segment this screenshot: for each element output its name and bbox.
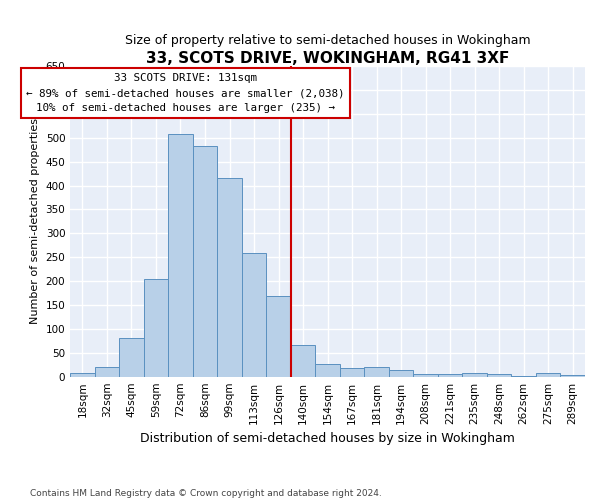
Bar — [487, 374, 511, 376]
Bar — [413, 374, 438, 376]
Bar — [463, 374, 487, 376]
Bar — [217, 178, 242, 376]
Bar — [291, 344, 316, 376]
Bar — [560, 375, 585, 376]
Text: Contains HM Land Registry data © Crown copyright and database right 2024.: Contains HM Land Registry data © Crown c… — [30, 488, 382, 498]
Bar — [438, 374, 463, 376]
Text: 33 SCOTS DRIVE: 131sqm
← 89% of semi-detached houses are smaller (2,038)
10% of : 33 SCOTS DRIVE: 131sqm ← 89% of semi-det… — [26, 74, 344, 113]
Bar — [119, 338, 144, 376]
Bar — [168, 134, 193, 376]
Bar — [316, 364, 340, 376]
Bar — [364, 366, 389, 376]
Bar — [242, 253, 266, 376]
Y-axis label: Number of semi-detached properties: Number of semi-detached properties — [30, 118, 40, 324]
Bar — [70, 374, 95, 376]
Bar — [95, 367, 119, 376]
Bar — [193, 146, 217, 376]
Bar — [389, 370, 413, 376]
X-axis label: Distribution of semi-detached houses by size in Wokingham: Distribution of semi-detached houses by … — [140, 432, 515, 445]
Bar — [536, 373, 560, 376]
Bar — [340, 368, 364, 376]
Title: 33, SCOTS DRIVE, WOKINGHAM, RG41 3XF: 33, SCOTS DRIVE, WOKINGHAM, RG41 3XF — [146, 51, 509, 66]
Text: Size of property relative to semi-detached houses in Wokingham: Size of property relative to semi-detach… — [125, 34, 530, 48]
Bar — [266, 296, 291, 376]
Bar — [144, 278, 168, 376]
